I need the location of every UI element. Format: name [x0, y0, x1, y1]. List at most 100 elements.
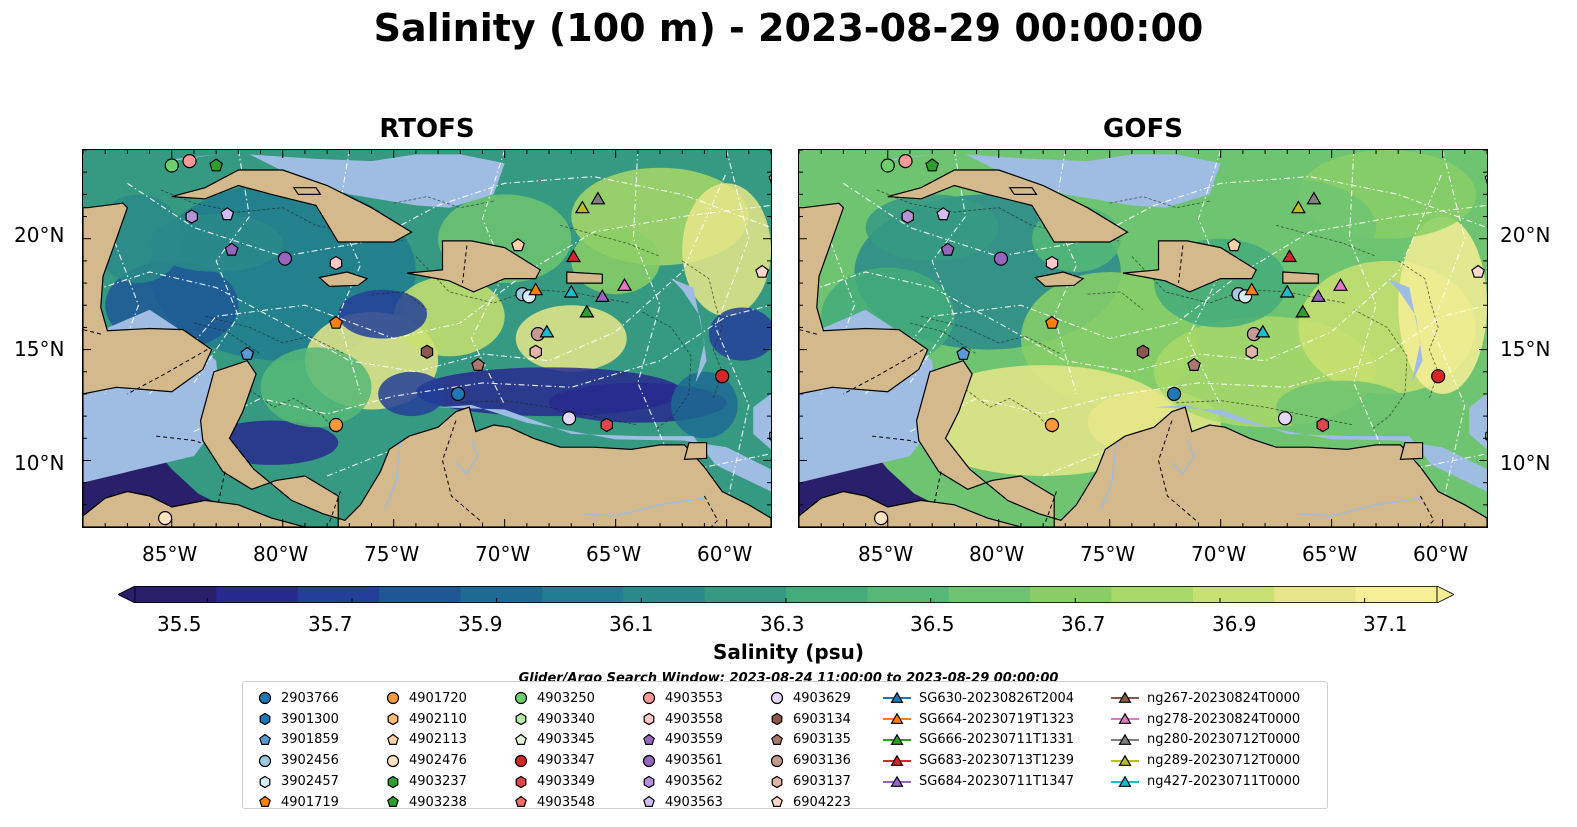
glider-marker[interactable] [594, 288, 610, 302]
argo-float-marker[interactable] [936, 207, 951, 221]
legend-marker[interactable] [771, 775, 783, 788]
legend-marker[interactable] [1118, 754, 1132, 766]
legend-marker[interactable] [386, 754, 400, 767]
argo-float-marker[interactable] [471, 357, 485, 371]
legend-marker[interactable] [1118, 775, 1132, 787]
glider-marker[interactable] [616, 277, 633, 291]
argo-float-marker[interactable] [277, 251, 293, 266]
argo-float-marker[interactable] [329, 255, 343, 271]
legend-marker[interactable] [258, 754, 272, 767]
glider-marker[interactable] [1281, 249, 1298, 263]
argo-float-marker[interactable] [925, 158, 940, 172]
argo-float-marker[interactable] [898, 153, 913, 169]
legend-marker[interactable] [515, 733, 527, 745]
legend-marker[interactable] [259, 733, 271, 745]
argo-float-marker[interactable] [1471, 264, 1486, 278]
legend-marker[interactable] [1118, 733, 1132, 745]
argo-float-marker[interactable] [209, 158, 224, 172]
argo-float-marker[interactable] [993, 251, 1009, 266]
legend-marker[interactable] [515, 796, 527, 808]
legend-marker[interactable] [890, 754, 904, 766]
legend-marker[interactable] [890, 691, 904, 704]
legend-marker[interactable] [643, 775, 655, 788]
argo-float-marker[interactable] [715, 369, 730, 384]
argo-float-marker[interactable] [1484, 172, 1487, 185]
argo-float-marker[interactable] [511, 238, 525, 252]
argo-float-marker[interactable] [1187, 357, 1201, 371]
legend-marker[interactable] [1118, 691, 1132, 704]
argo-float-marker[interactable] [450, 386, 466, 402]
argo-float-marker[interactable] [874, 511, 889, 526]
legend-marker[interactable] [890, 733, 904, 745]
legend-marker[interactable] [259, 796, 271, 808]
legend-marker[interactable] [387, 796, 399, 808]
argo-float-marker[interactable] [1227, 238, 1241, 252]
argo-float-marker[interactable] [956, 346, 971, 360]
legend-marker[interactable] [515, 712, 527, 726]
legend-marker[interactable] [771, 712, 783, 726]
glider-marker[interactable] [1244, 282, 1260, 296]
argo-float-marker[interactable] [1044, 417, 1060, 433]
argo-float-marker[interactable] [420, 344, 434, 359]
argo-float-marker[interactable] [220, 207, 235, 221]
argo-float-marker[interactable] [1045, 255, 1059, 271]
argo-float-marker[interactable] [1316, 417, 1330, 433]
argo-float-marker[interactable] [1277, 411, 1293, 426]
glider-marker[interactable] [565, 249, 582, 263]
legend-marker[interactable] [259, 712, 271, 726]
legend-marker[interactable] [643, 733, 655, 745]
argo-float-marker[interactable] [158, 511, 173, 526]
argo-float-marker[interactable] [1245, 344, 1258, 359]
glider-marker[interactable] [539, 324, 555, 338]
legend-marker[interactable] [642, 692, 656, 705]
argo-float-marker[interactable] [768, 172, 771, 185]
argo-float-marker[interactable] [224, 242, 239, 256]
argo-float-marker[interactable] [185, 209, 199, 224]
legend-marker[interactable] [258, 692, 272, 705]
legend-marker[interactable] [771, 796, 783, 808]
argo-float-marker[interactable] [1431, 369, 1446, 384]
glider-marker[interactable] [1310, 288, 1326, 302]
argo-float-marker[interactable] [182, 153, 197, 169]
argo-float-marker[interactable] [529, 344, 542, 359]
legend-marker[interactable] [387, 733, 399, 745]
argo-float-marker[interactable] [240, 346, 255, 360]
glider-marker[interactable] [590, 191, 606, 205]
legend-marker[interactable] [386, 692, 400, 705]
legend-marker[interactable] [643, 796, 655, 808]
argo-float-marker[interactable] [755, 264, 770, 278]
argo-float-marker[interactable] [600, 417, 614, 433]
argo-float-marker[interactable] [561, 411, 577, 426]
argo-float-marker[interactable] [1166, 386, 1182, 402]
legend-marker[interactable] [514, 692, 528, 705]
legend-marker[interactable] [770, 692, 784, 705]
legend-marker[interactable] [387, 775, 399, 788]
argo-float-marker[interactable] [328, 417, 344, 433]
legend-marker[interactable] [771, 733, 783, 745]
glider-marker[interactable] [1306, 191, 1322, 205]
glider-marker[interactable] [1295, 304, 1311, 318]
legend-marker[interactable] [387, 712, 399, 726]
legend-marker[interactable] [642, 754, 656, 767]
legend-marker[interactable] [890, 712, 904, 725]
legend-marker[interactable] [259, 775, 271, 788]
map-rtofs[interactable] [82, 149, 772, 528]
argo-float-marker[interactable] [164, 158, 179, 173]
glider-marker[interactable] [1279, 284, 1295, 298]
legend-marker[interactable] [515, 775, 527, 788]
argo-float-marker[interactable] [880, 158, 895, 173]
glider-marker[interactable] [563, 284, 579, 298]
glider-marker[interactable] [1255, 324, 1271, 338]
glider-marker[interactable] [528, 282, 544, 296]
map-gofs[interactable] [798, 149, 1488, 528]
glider-marker[interactable] [579, 304, 595, 318]
legend-marker[interactable] [514, 754, 528, 767]
glider-marker[interactable] [1290, 200, 1306, 214]
glider-marker[interactable] [574, 200, 590, 214]
glider-marker[interactable] [1332, 277, 1349, 291]
legend-marker[interactable] [1118, 712, 1132, 725]
argo-float-marker[interactable] [1045, 315, 1059, 329]
argo-float-marker[interactable] [940, 242, 955, 256]
legend-marker[interactable] [890, 775, 904, 787]
legend-marker[interactable] [643, 712, 655, 726]
